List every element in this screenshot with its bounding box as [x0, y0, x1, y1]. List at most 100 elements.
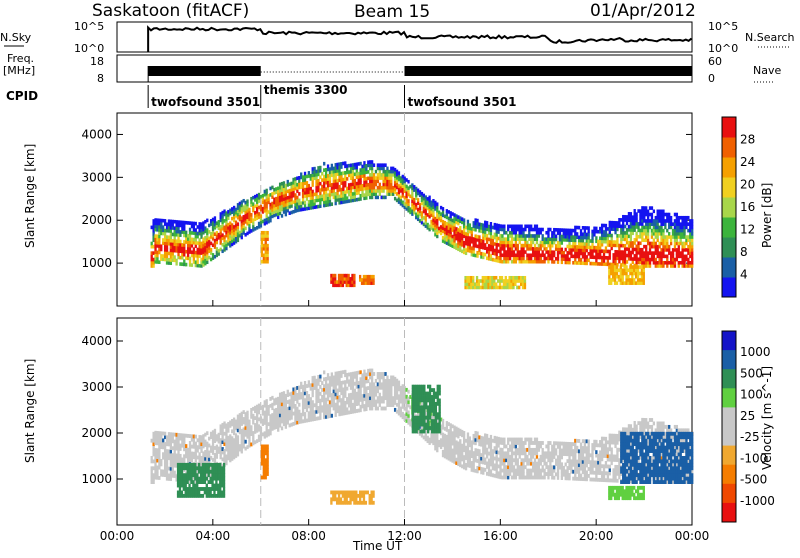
power-cell [520, 225, 522, 229]
power-cell [463, 218, 465, 222]
power-cell [505, 231, 507, 235]
power-cell [678, 219, 680, 223]
colorbar-swatch [722, 137, 736, 158]
power-cell [553, 241, 555, 245]
power-cell [260, 224, 262, 228]
velocity-cell [476, 431, 478, 435]
power-cell [511, 247, 513, 251]
power-heatmap [151, 113, 694, 306]
power-cell [672, 255, 674, 259]
power-cell [624, 250, 626, 254]
power-cell [503, 247, 505, 251]
power-cell [503, 225, 505, 229]
date-title: 01/Apr/2012 [590, 1, 696, 21]
power-cell [635, 212, 637, 216]
velocity-cell [511, 455, 513, 459]
velocity-cell [246, 414, 248, 418]
velocity-cell [377, 389, 379, 393]
power-cell [553, 254, 555, 258]
power-cell [674, 245, 676, 249]
power-patch-cell [353, 277, 355, 281]
power-cell [407, 190, 409, 194]
power-patch-cell [372, 278, 374, 282]
power-patch-cell [633, 278, 635, 282]
power-cell [225, 247, 227, 251]
power-cell [574, 239, 576, 243]
power-patch-cell [514, 282, 516, 286]
power-cell [635, 219, 637, 223]
freq-tick-bottom: 8 [97, 72, 104, 85]
power-patch-cell [342, 283, 344, 287]
power-cell [442, 207, 444, 211]
power-cell [666, 264, 668, 268]
velocity-cell [346, 387, 348, 391]
power-cell [260, 214, 262, 218]
power-patch-cell [353, 274, 355, 278]
power-cell [626, 222, 628, 226]
velocity-cell [398, 381, 400, 385]
y-tick-label: 1000 [81, 256, 112, 270]
power-cell [195, 222, 197, 226]
velocity-cell [216, 455, 218, 459]
power-patch-cell [524, 276, 526, 280]
velocity-cell [375, 379, 377, 383]
colorbar-swatch [722, 157, 736, 178]
velocity-cell [160, 462, 162, 466]
velocity-cell [158, 455, 160, 459]
velocity-cell [511, 448, 513, 452]
power-cell [436, 235, 438, 239]
power-patch-cell [472, 279, 474, 283]
power-cell [513, 250, 515, 254]
power-patch-cell [616, 281, 618, 285]
power-cell [543, 244, 545, 248]
power-cell [365, 196, 367, 200]
velocity-cell [312, 393, 314, 397]
velocity-cell [269, 431, 271, 435]
power-cell [607, 237, 609, 241]
power-cell [237, 222, 239, 226]
power-cell [666, 258, 668, 262]
power-cell [517, 247, 519, 251]
power-cell [635, 238, 637, 242]
power-cell [647, 255, 649, 259]
power-cell [651, 206, 653, 210]
velocity-cell [442, 419, 444, 423]
velocity-cell [511, 462, 513, 466]
power-cell [595, 236, 597, 240]
velocity-cell [384, 372, 386, 376]
power-cell [586, 249, 588, 253]
power-cell [647, 235, 649, 239]
power-cell [626, 231, 628, 235]
power-cell [503, 228, 505, 232]
power-patch-cell [472, 276, 474, 280]
power-patch-cell [643, 268, 645, 272]
power-cell [329, 196, 331, 200]
power-cell [670, 242, 672, 246]
power-cell [609, 250, 611, 254]
power-cell [685, 255, 687, 259]
power-cell [156, 257, 158, 261]
velocity-cell [375, 393, 377, 397]
power-cell [632, 231, 634, 235]
power-cell [538, 250, 540, 254]
velocity-cell [375, 403, 377, 407]
power-cell [340, 165, 342, 169]
velocity-cell [469, 436, 471, 440]
velocity-cell [384, 407, 386, 411]
power-cell [668, 213, 670, 217]
power-patch-cell [505, 276, 507, 280]
power-cell [547, 234, 549, 238]
velocity-cell [407, 410, 409, 414]
power-cell [467, 220, 469, 224]
power-cell [674, 264, 676, 268]
power-patch-cell [267, 234, 269, 238]
power-cell [676, 238, 678, 242]
power-cell [660, 258, 662, 262]
power-cell [576, 232, 578, 236]
velocity-cell [304, 412, 306, 416]
velocity-cell [258, 411, 260, 415]
velocity-cell [382, 400, 384, 404]
power-cell [641, 235, 643, 239]
power-cell [246, 199, 248, 203]
velocity-cell [379, 403, 381, 407]
